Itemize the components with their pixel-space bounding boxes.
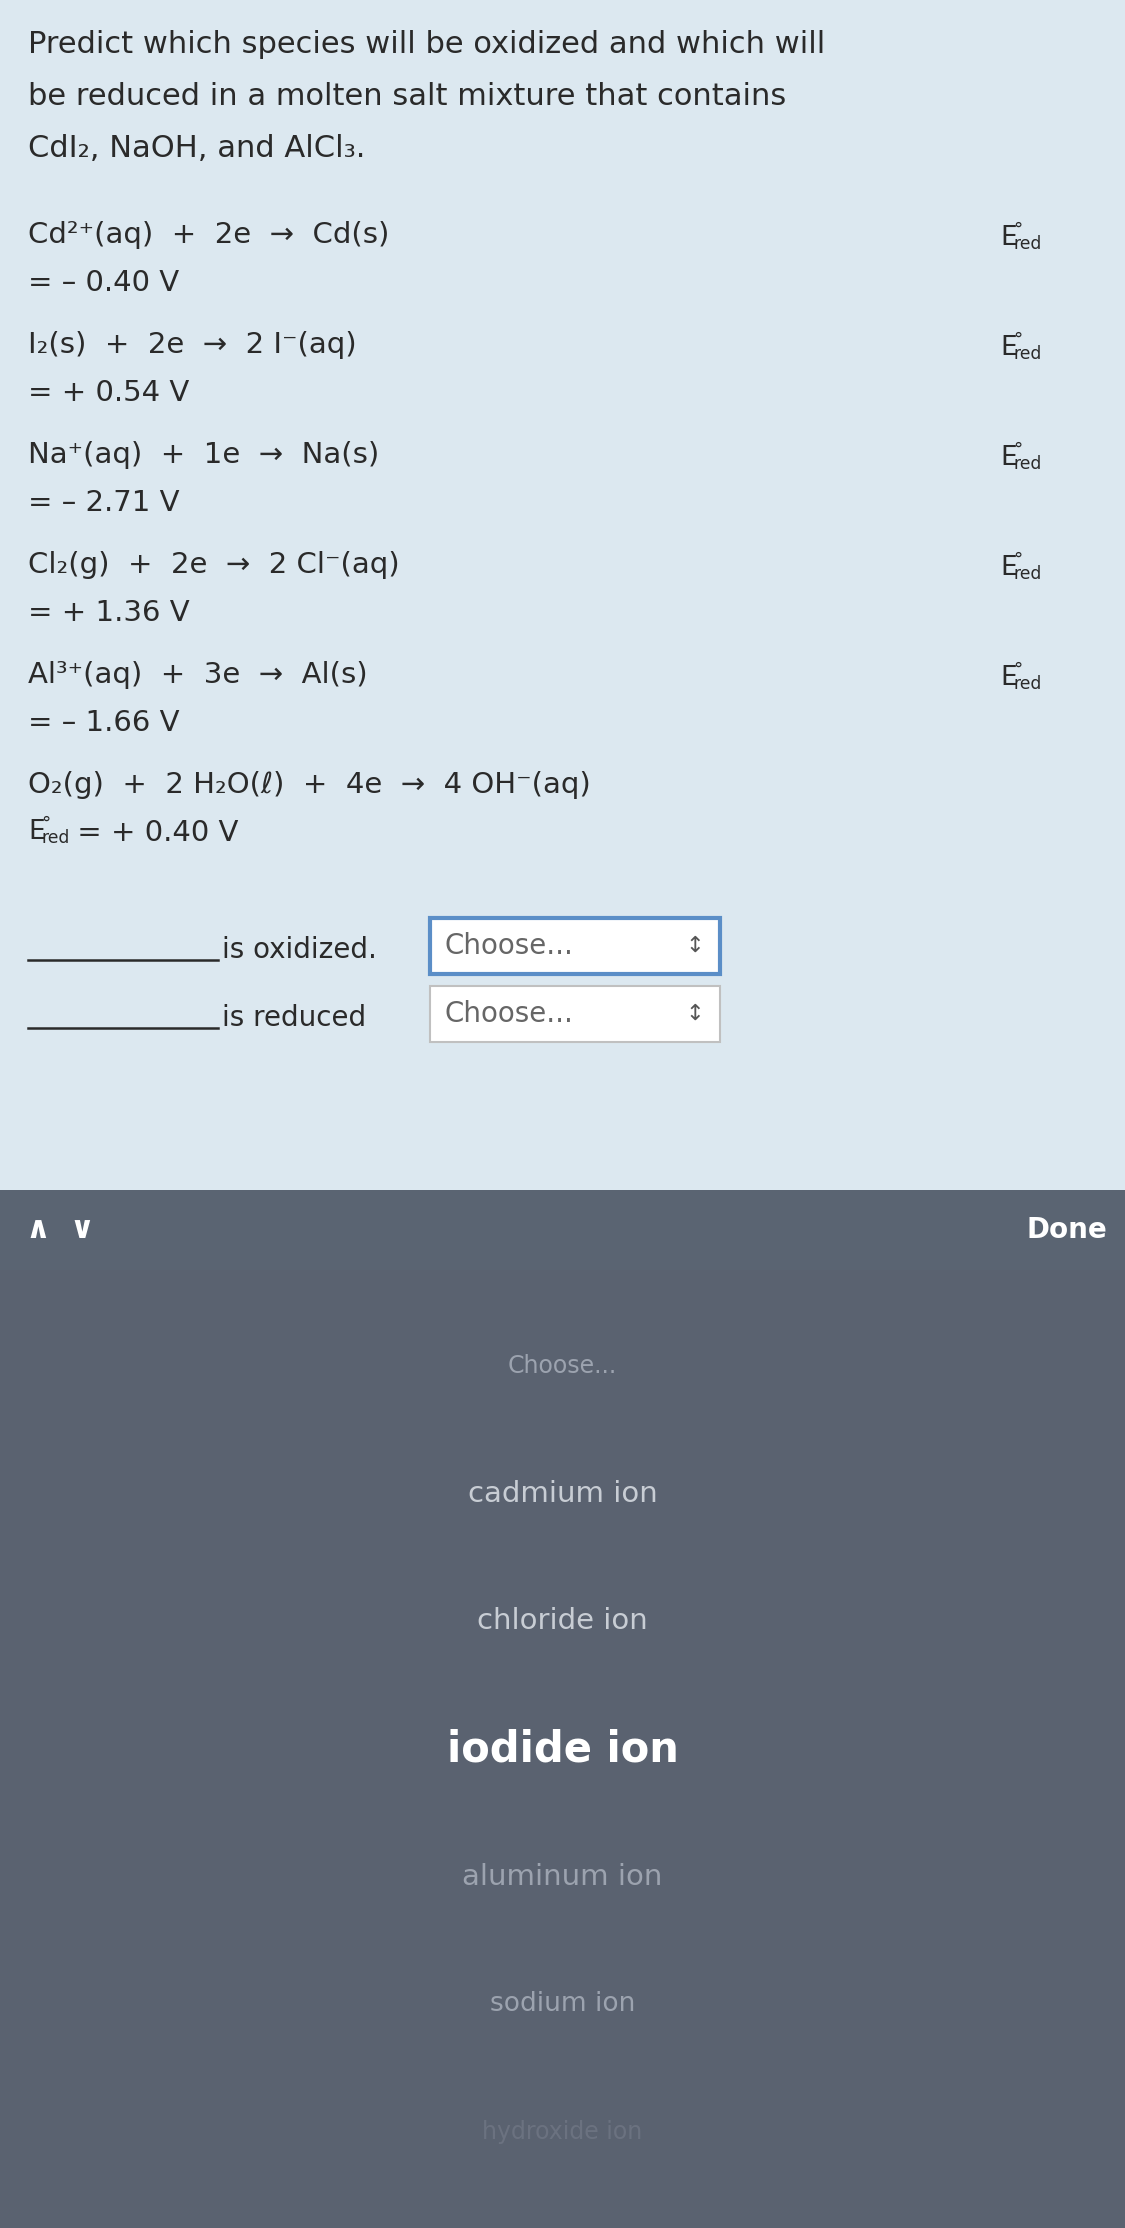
- Text: red: red: [1014, 675, 1042, 693]
- Text: red: red: [42, 829, 70, 847]
- Text: = – 2.71 V: = – 2.71 V: [28, 488, 180, 517]
- Text: I₂(s)  +  2e  →  2 I⁻(aq): I₂(s) + 2e → 2 I⁻(aq): [28, 332, 357, 359]
- Text: chloride ion: chloride ion: [477, 1606, 648, 1635]
- FancyBboxPatch shape: [430, 918, 720, 974]
- Text: = – 1.66 V: = – 1.66 V: [28, 709, 180, 737]
- FancyBboxPatch shape: [430, 987, 720, 1043]
- Text: = + 1.36 V: = + 1.36 V: [28, 599, 190, 626]
- Text: is oxidized.: is oxidized.: [222, 936, 377, 965]
- Text: E: E: [1000, 446, 1017, 470]
- Text: °: °: [1014, 659, 1023, 677]
- Text: Choose...: Choose...: [507, 1355, 618, 1377]
- Text: Predict which species will be oxidized and which will: Predict which species will be oxidized a…: [28, 29, 826, 58]
- Text: O₂(g)  +  2 H₂O(ℓ)  +  4e  →  4 OH⁻(aq): O₂(g) + 2 H₂O(ℓ) + 4e → 4 OH⁻(aq): [28, 771, 591, 800]
- Text: Choose...: Choose...: [444, 1000, 573, 1027]
- Text: Cl₂(g)  +  2e  →  2 Cl⁻(aq): Cl₂(g) + 2e → 2 Cl⁻(aq): [28, 550, 399, 579]
- Text: red: red: [1014, 566, 1042, 584]
- Text: ↕: ↕: [686, 1005, 704, 1025]
- Text: sodium ion: sodium ion: [489, 1992, 636, 2019]
- Text: red: red: [1014, 236, 1042, 254]
- Text: = + 0.40 V: = + 0.40 V: [68, 820, 238, 847]
- Text: CdI₂, NaOH, and AlCl₃.: CdI₂, NaOH, and AlCl₃.: [28, 134, 366, 163]
- Text: hydroxide ion: hydroxide ion: [483, 2121, 642, 2143]
- Text: is reduced: is reduced: [222, 1005, 366, 1032]
- Text: ↕: ↕: [686, 936, 704, 956]
- Text: red: red: [1014, 345, 1042, 363]
- Text: °: °: [1014, 441, 1023, 459]
- Text: aluminum ion: aluminum ion: [462, 1863, 663, 1892]
- Text: = – 0.40 V: = – 0.40 V: [28, 270, 179, 296]
- Text: °: °: [42, 813, 51, 833]
- Text: E: E: [28, 820, 45, 844]
- Text: Na⁺(aq)  +  1e  →  Na(s): Na⁺(aq) + 1e → Na(s): [28, 441, 379, 470]
- Text: be reduced in a molten salt mixture that contains: be reduced in a molten salt mixture that…: [28, 82, 786, 111]
- Text: = + 0.54 V: = + 0.54 V: [28, 379, 189, 408]
- Text: E: E: [1000, 334, 1017, 361]
- Text: °: °: [1014, 330, 1023, 348]
- Text: °: °: [1014, 550, 1023, 568]
- Bar: [0, 0, 1125, 1190]
- Text: E: E: [1000, 225, 1017, 252]
- Bar: [0, 1190, 1125, 1270]
- Text: ∧: ∧: [26, 1216, 51, 1245]
- Text: iodide ion: iodide ion: [447, 1729, 678, 1769]
- Text: Al³⁺(aq)  +  3e  →  Al(s): Al³⁺(aq) + 3e → Al(s): [28, 662, 368, 688]
- Text: red: red: [1014, 455, 1042, 475]
- Text: Choose...: Choose...: [444, 931, 573, 960]
- Text: ∨: ∨: [70, 1216, 94, 1245]
- Text: E: E: [1000, 664, 1017, 691]
- Text: °: °: [1014, 221, 1023, 238]
- Text: Done: Done: [1026, 1216, 1107, 1243]
- Bar: [0, 1270, 1125, 2228]
- Text: Cd²⁺(aq)  +  2e  →  Cd(s): Cd²⁺(aq) + 2e → Cd(s): [28, 221, 389, 250]
- Text: E: E: [1000, 555, 1017, 582]
- Text: cadmium ion: cadmium ion: [468, 1479, 657, 1508]
